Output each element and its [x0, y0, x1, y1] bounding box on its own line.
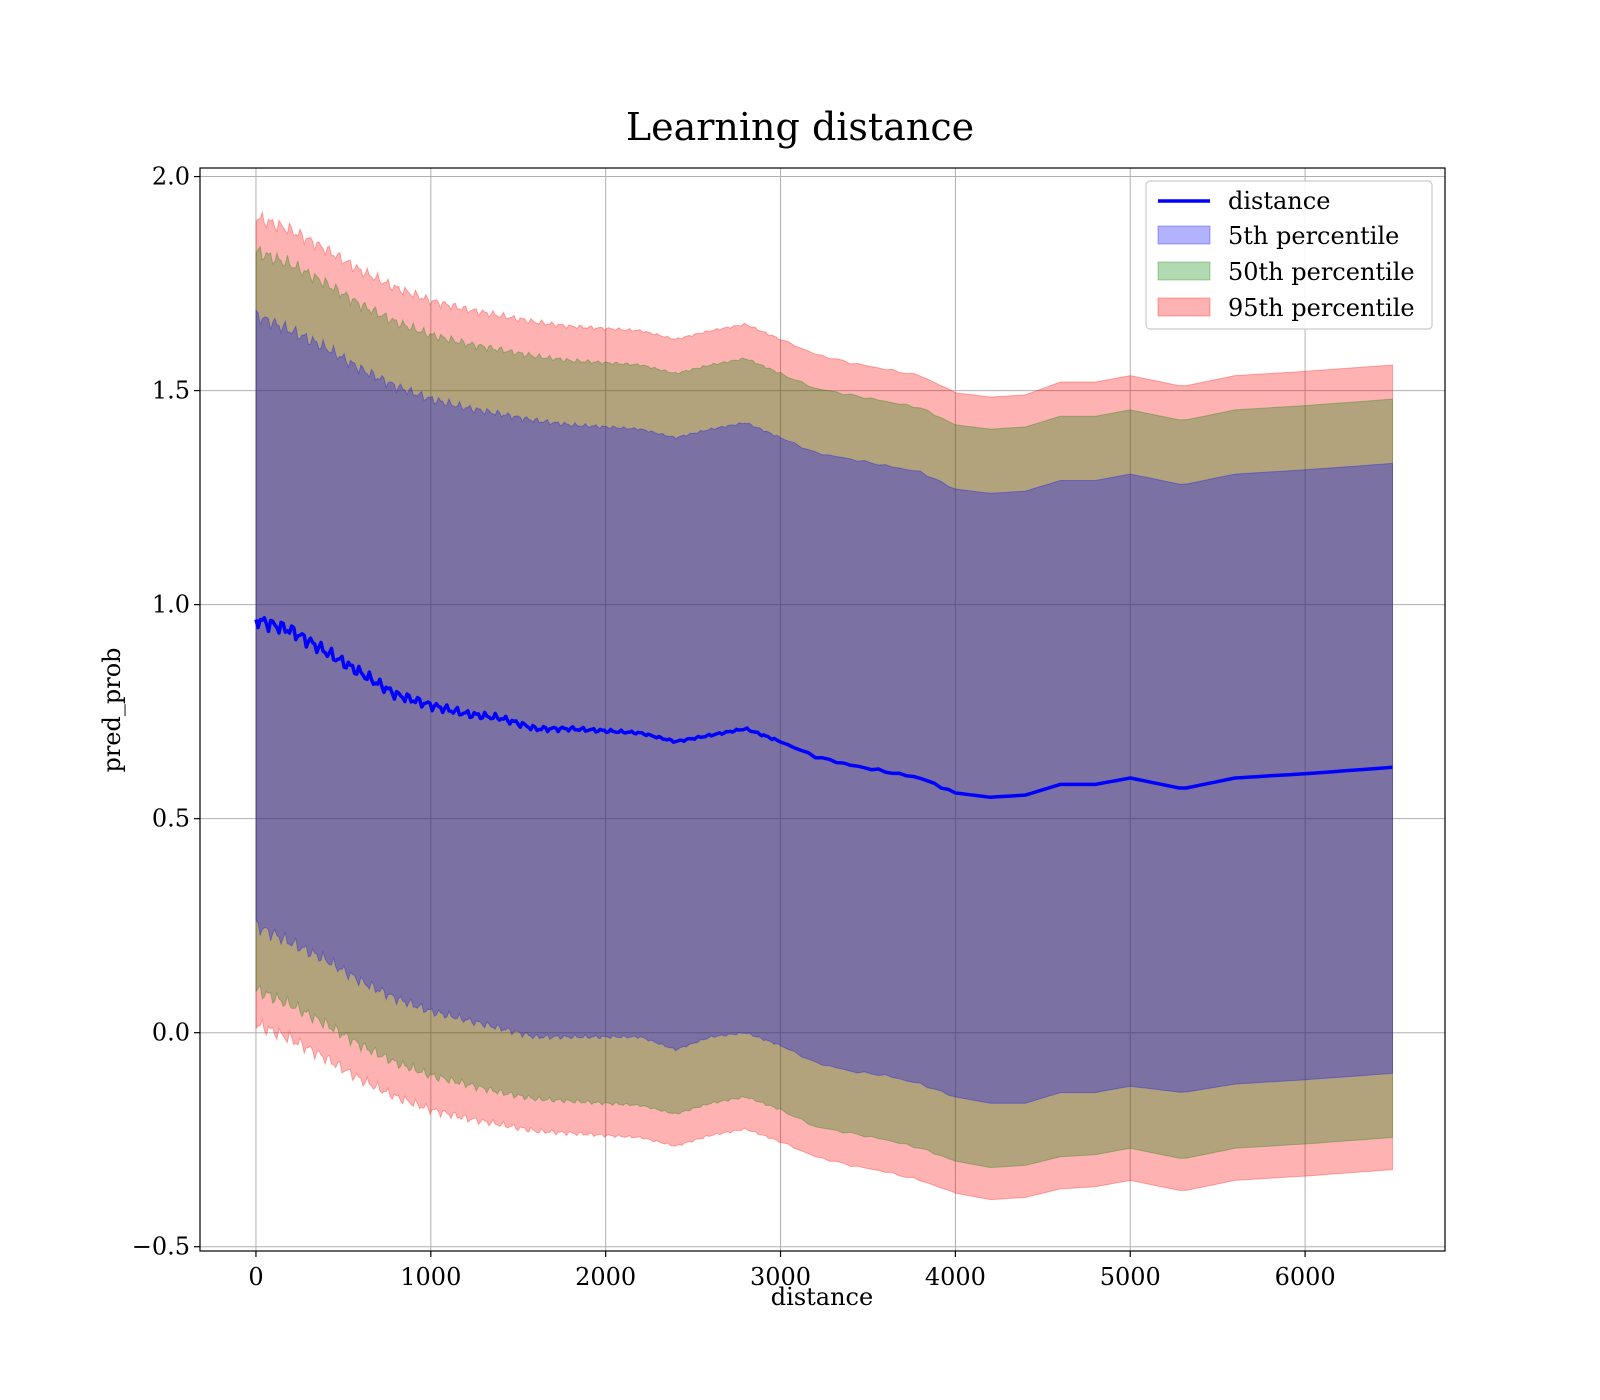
- y-tick-label: 1.0: [152, 591, 190, 619]
- y-tick-label: −0.5: [132, 1233, 190, 1261]
- legend-label-50th: 50th percentile: [1228, 258, 1415, 286]
- y-tick-label: 1.5: [152, 377, 190, 405]
- band-95th-percentile: [255, 210, 1393, 1201]
- x-tick-label: 0: [248, 1263, 263, 1291]
- chart-title: Learning distance: [626, 105, 974, 149]
- series-line-distance: [254, 615, 1393, 800]
- legend-label-95th: 95th percentile: [1228, 294, 1415, 322]
- legend-swatch-50th: [1157, 261, 1211, 281]
- band-5th-percentile: [255, 309, 1393, 1104]
- x-axis-label: distance: [771, 1283, 873, 1311]
- y-tick-label: 2.0: [152, 163, 190, 191]
- y-tick-label: 0.5: [152, 805, 190, 833]
- y-axis: −0.5 0.0 0.5 1.0 1.5 2.0: [132, 163, 200, 1261]
- x-axis: 0 1000 2000 3000 4000 5000 6000: [248, 1251, 1336, 1291]
- legend-swatch-95th: [1157, 297, 1211, 317]
- x-tick-label: 6000: [1275, 1263, 1336, 1291]
- legend: distance 5th percentile 50th percentile …: [1145, 180, 1433, 330]
- band-50th-percentile: [255, 245, 1393, 1169]
- y-axis-label: pred_prob: [98, 647, 126, 772]
- x-tick-label: 5000: [1100, 1263, 1161, 1291]
- x-tick-label: 3000: [750, 1263, 811, 1291]
- plot-area: [200, 168, 1445, 1251]
- x-tick-label: 1000: [400, 1263, 461, 1291]
- legend-swatch-5th: [1157, 225, 1211, 245]
- x-tick-label: 2000: [575, 1263, 636, 1291]
- x-tick-label: 4000: [925, 1263, 986, 1291]
- legend-box: [1145, 180, 1433, 330]
- legend-label-distance: distance: [1228, 187, 1330, 215]
- axes-frame: [199, 167, 1446, 1252]
- y-tick-label: 0.0: [152, 1019, 190, 1047]
- legend-label-5th: 5th percentile: [1228, 222, 1399, 250]
